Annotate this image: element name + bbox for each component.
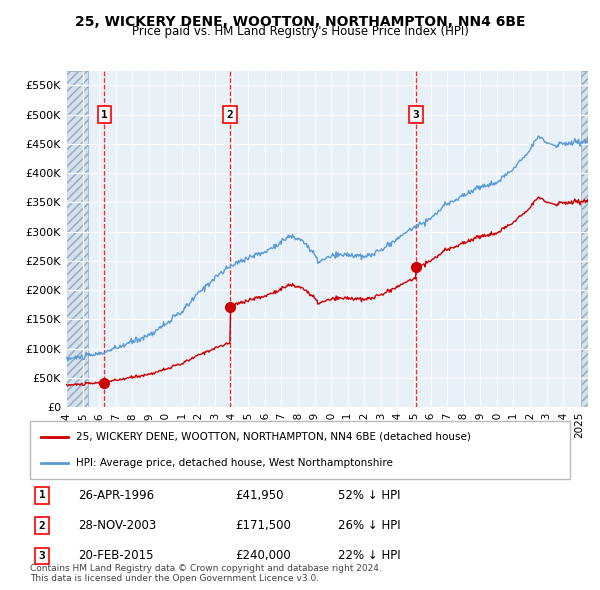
FancyBboxPatch shape	[30, 421, 570, 479]
Bar	[581, 71, 588, 407]
Text: 25, WICKERY DENE, WOOTTON, NORTHAMPTON, NN4 6BE: 25, WICKERY DENE, WOOTTON, NORTHAMPTON, …	[75, 15, 525, 29]
Text: 2: 2	[38, 520, 45, 530]
Text: 25, WICKERY DENE, WOOTTON, NORTHAMPTON, NN4 6BE (detached house): 25, WICKERY DENE, WOOTTON, NORTHAMPTON, …	[76, 432, 471, 442]
Text: 52% ↓ HPI: 52% ↓ HPI	[338, 489, 400, 502]
Text: £41,950: £41,950	[235, 489, 284, 502]
Text: Contains HM Land Registry data © Crown copyright and database right 2024.
This d: Contains HM Land Registry data © Crown c…	[30, 563, 382, 583]
Text: £240,000: £240,000	[235, 549, 291, 562]
Text: 1: 1	[101, 110, 108, 120]
Text: 26-APR-1996: 26-APR-1996	[79, 489, 155, 502]
Text: 28-NOV-2003: 28-NOV-2003	[79, 519, 157, 532]
Text: 3: 3	[38, 551, 45, 561]
Text: 1: 1	[38, 490, 45, 500]
Bar	[581, 71, 588, 407]
Text: £171,500: £171,500	[235, 519, 291, 532]
Text: 2: 2	[227, 110, 233, 120]
Text: 20-FEB-2015: 20-FEB-2015	[79, 549, 154, 562]
Text: Price paid vs. HM Land Registry's House Price Index (HPI): Price paid vs. HM Land Registry's House …	[131, 25, 469, 38]
Bar	[66, 71, 88, 407]
Text: 26% ↓ HPI: 26% ↓ HPI	[338, 519, 400, 532]
Bar	[66, 71, 88, 407]
Text: HPI: Average price, detached house, West Northamptonshire: HPI: Average price, detached house, West…	[76, 458, 393, 468]
Text: 22% ↓ HPI: 22% ↓ HPI	[338, 549, 400, 562]
Text: 3: 3	[413, 110, 419, 120]
